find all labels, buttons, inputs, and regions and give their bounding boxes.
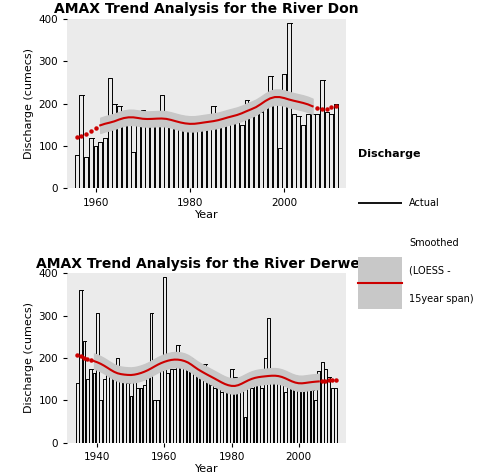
Title: AMAX Trend Analysis for the River Derwent: AMAX Trend Analysis for the River Derwen… <box>36 257 377 271</box>
Text: 15year span): 15year span) <box>409 294 474 304</box>
X-axis label: Year: Year <box>194 465 218 475</box>
Text: Smoothed: Smoothed <box>409 238 459 248</box>
Y-axis label: Discharge (cumecs): Discharge (cumecs) <box>24 302 35 414</box>
Title: AMAX Trend Analysis for the River Don: AMAX Trend Analysis for the River Don <box>54 2 359 17</box>
Y-axis label: Discharge (cumecs): Discharge (cumecs) <box>24 48 35 159</box>
FancyBboxPatch shape <box>358 257 402 309</box>
Text: (LOESS -: (LOESS - <box>409 266 451 276</box>
X-axis label: Year: Year <box>194 210 218 220</box>
Text: Discharge: Discharge <box>358 149 420 159</box>
Text: Actual: Actual <box>409 198 440 208</box>
